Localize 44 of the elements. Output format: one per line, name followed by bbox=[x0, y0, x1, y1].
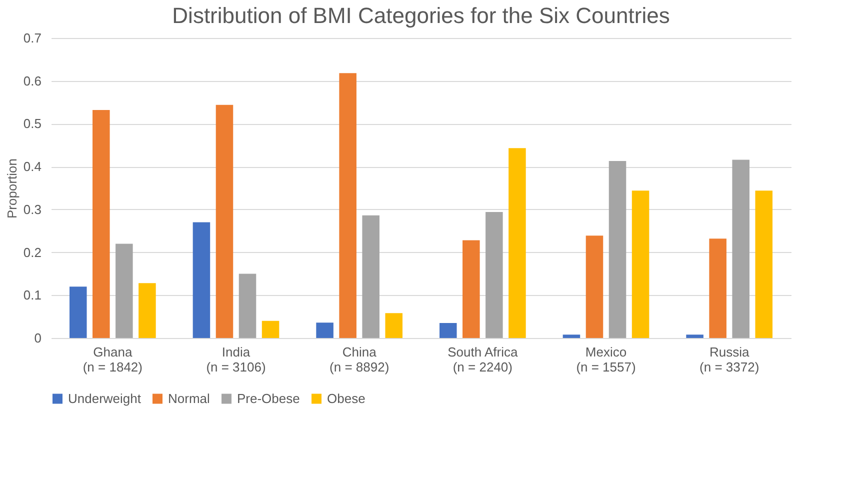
y-tick-label: 0.4 bbox=[23, 159, 42, 174]
y-tick-label: 0.2 bbox=[23, 244, 42, 260]
x-tick-label: Mexico (n = 1557) bbox=[576, 344, 636, 374]
bar bbox=[385, 313, 402, 338]
bar bbox=[562, 334, 580, 338]
y-tick-label: 0 bbox=[34, 330, 42, 346]
bar bbox=[238, 274, 256, 338]
bar bbox=[316, 322, 334, 338]
bar bbox=[362, 215, 380, 338]
legend-label: Pre-Obese bbox=[237, 390, 300, 406]
bar bbox=[755, 190, 772, 338]
legend-label: Normal bbox=[168, 390, 210, 406]
bar bbox=[508, 148, 526, 338]
legend-label: Underweight bbox=[68, 390, 142, 406]
bar bbox=[262, 320, 280, 338]
bar bbox=[216, 104, 234, 338]
x-tick-label: Ghana (n = 1842) bbox=[82, 344, 142, 374]
bar bbox=[732, 160, 750, 338]
x-tick-label: China (n = 8892) bbox=[330, 344, 390, 374]
bar bbox=[70, 286, 87, 338]
bar bbox=[339, 73, 356, 338]
bar bbox=[686, 334, 704, 338]
legend-label: Obese bbox=[327, 390, 366, 406]
bar bbox=[486, 212, 503, 338]
x-tick-label: South Africa (n = 2240) bbox=[448, 344, 518, 374]
bar bbox=[462, 240, 480, 338]
y-tick-label: 0.1 bbox=[23, 288, 42, 303]
y-tick-label: 0.6 bbox=[23, 73, 42, 88]
y-axis-title: Proportion bbox=[4, 158, 20, 218]
bar bbox=[116, 244, 133, 338]
bar bbox=[632, 190, 650, 338]
bar bbox=[608, 161, 626, 338]
y-tick-label: 0.7 bbox=[23, 30, 42, 46]
bar bbox=[709, 238, 726, 338]
x-tick-label: India (n = 3106) bbox=[206, 344, 266, 374]
bar bbox=[440, 323, 457, 338]
y-tick-label: 0.3 bbox=[23, 202, 42, 217]
bar bbox=[138, 283, 156, 338]
x-tick-label: Russia (n = 3372) bbox=[700, 344, 760, 374]
bar bbox=[192, 222, 210, 338]
bar bbox=[92, 110, 110, 338]
bar bbox=[586, 236, 604, 338]
y-tick-label: 0.5 bbox=[23, 116, 42, 132]
chart-title: Distribution of BMI Categories for the Six Countries bbox=[172, 3, 670, 28]
